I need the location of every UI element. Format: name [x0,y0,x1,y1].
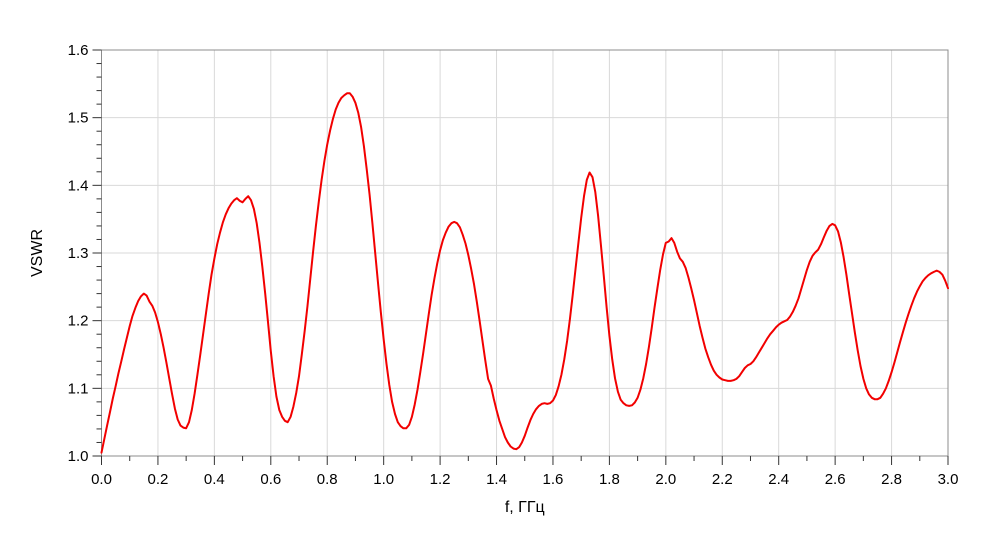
x-axis-title: f, ГГц [505,499,545,516]
x-tick-label: 1.4 [486,471,507,488]
x-tick-label: 0.8 [317,471,338,488]
x-tick-label: 2.0 [655,471,676,488]
series-layer [100,92,949,454]
y-axis-title: VSWR [29,229,46,277]
y-tick-label: 1.3 [68,245,89,262]
y-tick-label: 1.2 [68,313,89,330]
x-tick-label: 2.6 [825,471,846,488]
x-tick-label: 2.4 [768,471,789,488]
y-tick-label: 1.0 [68,448,89,465]
y-tick-label: 1.1 [68,380,89,397]
x-tick-label: 3.0 [938,471,959,488]
x-tick-label: 1.2 [430,471,451,488]
y-tick-label: 1.5 [68,110,89,127]
y-tick-label: 1.4 [68,177,89,194]
vswr-curve [100,92,949,454]
x-tick-label: 1.8 [599,471,620,488]
x-tick-label: 0.6 [260,471,281,488]
tick-layer [92,49,949,465]
x-tick-label: 2.2 [712,471,733,488]
grid-layer [101,50,948,456]
x-tick-label: 1.0 [373,471,394,488]
x-tick-label: 0.4 [204,471,225,488]
x-tick-label: 2.8 [881,471,902,488]
x-tick-label: 1.6 [543,471,564,488]
x-tick-label: 0.0 [91,471,112,488]
y-tick-label: 1.6 [68,42,89,59]
tick-label-layer: 0.0 0.2 0.4 0.6 0.8 1.0 1.2 1.4 1.6 1.8 2.0 2.2 2.4 2… [68,42,959,488]
x-tick-label: 0.2 [148,471,169,488]
